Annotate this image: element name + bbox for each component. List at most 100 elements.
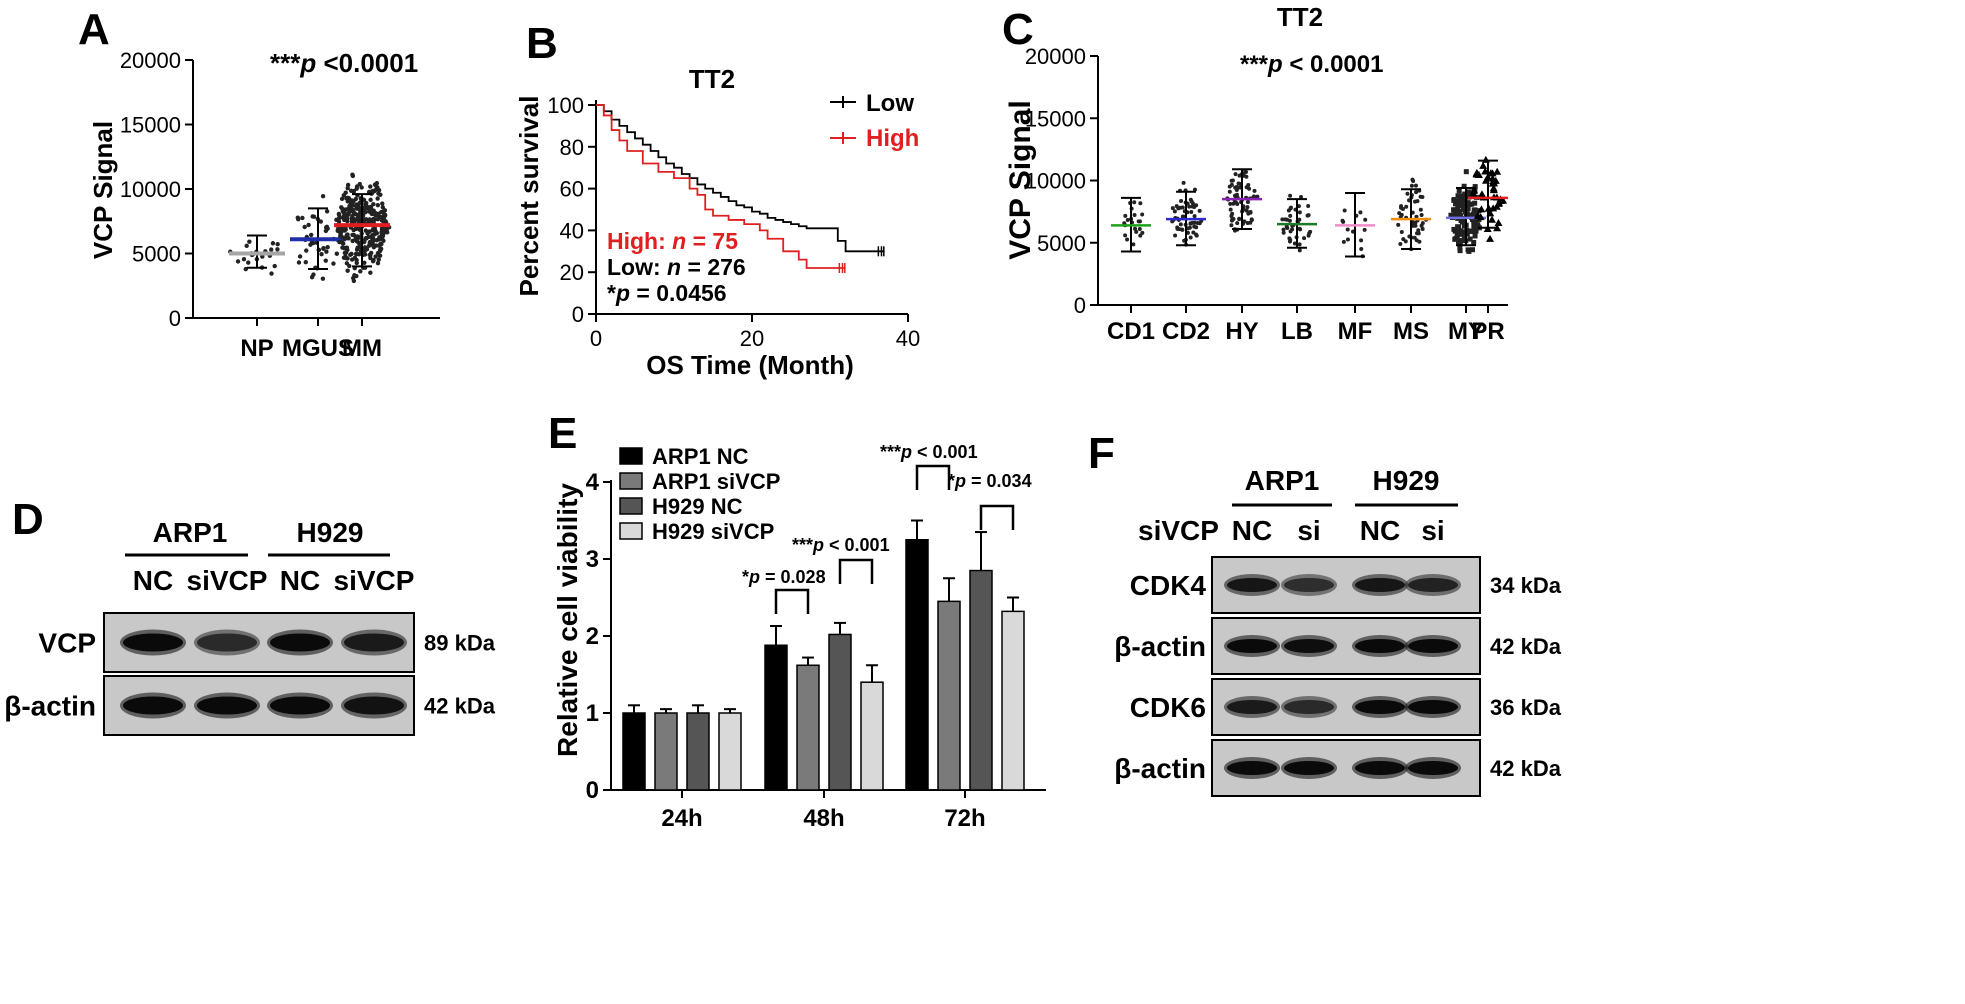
significance-bracket — [915, 464, 951, 490]
data-point — [368, 197, 373, 203]
data-point — [1231, 216, 1236, 221]
data-point — [1297, 217, 1302, 222]
bar — [622, 712, 646, 791]
data-point — [345, 186, 350, 191]
blot-band — [1408, 639, 1458, 653]
data-point — [1245, 199, 1250, 204]
data-point — [1492, 202, 1501, 210]
blot-f-sivcp-label: siVCP — [1138, 515, 1219, 546]
data-point — [345, 182, 351, 188]
legend-label: H929 siVCP — [652, 519, 774, 544]
data-point — [1246, 182, 1251, 187]
data-point — [321, 246, 326, 251]
data-point — [319, 252, 324, 257]
data-point — [370, 188, 375, 194]
data-point — [368, 204, 374, 210]
data-point — [1194, 203, 1199, 208]
data-point — [244, 243, 249, 249]
bar — [860, 681, 884, 791]
data-point — [342, 250, 348, 256]
data-point — [1469, 201, 1475, 207]
data-point — [1448, 212, 1454, 218]
data-point — [358, 269, 363, 274]
data-point — [1451, 197, 1457, 203]
data-point — [362, 260, 367, 266]
data-point — [300, 215, 305, 221]
data-point — [1411, 178, 1416, 183]
data-point — [1170, 219, 1175, 224]
data-point — [275, 242, 280, 247]
blot-row-label: CDK6 — [1130, 692, 1206, 723]
data-point — [1286, 208, 1291, 213]
data-point — [1308, 229, 1313, 234]
blot-row-label: β-actin — [1114, 753, 1206, 784]
data-point — [343, 207, 348, 212]
data-point — [1172, 209, 1177, 214]
data-point — [246, 260, 251, 265]
data-point — [380, 205, 385, 210]
lane-label: NC — [1360, 515, 1400, 546]
data-point — [355, 246, 360, 252]
data-point — [372, 210, 377, 215]
xtick-label: 40 — [896, 326, 920, 351]
data-point — [241, 257, 247, 262]
data-point — [1477, 190, 1486, 198]
data-point — [1288, 205, 1293, 210]
data-point — [341, 255, 347, 260]
data-point — [377, 237, 382, 242]
data-point — [1125, 217, 1130, 222]
legend-high: High — [866, 125, 919, 152]
blot-band — [1408, 761, 1458, 775]
data-point — [275, 247, 280, 252]
panel-label-e: E — [548, 409, 577, 458]
data-point — [343, 245, 348, 251]
ytick-label: 20 — [560, 260, 584, 285]
data-point — [1419, 213, 1424, 218]
blot-f-group-arp1: ARP1 — [1245, 465, 1320, 496]
panel-f: F ARP1 H929 siVCP NC si NC si CDK4 34 kDa β-a… — [1088, 429, 1562, 797]
data-point — [1255, 194, 1260, 199]
data-point — [1420, 226, 1425, 231]
panel-label-a: A — [78, 5, 110, 54]
lane-label: siVCP — [334, 565, 415, 596]
data-point — [1132, 213, 1137, 218]
data-point — [1288, 237, 1293, 242]
data-point — [1455, 206, 1461, 212]
panel-c-annotation: ***p < 0.0001 — [1240, 51, 1383, 78]
data-point — [1297, 210, 1302, 215]
data-point — [1292, 241, 1297, 246]
data-point — [1405, 191, 1410, 196]
data-point — [1299, 195, 1304, 200]
molecular-weight: 36 kDa — [1490, 695, 1562, 720]
data-point — [378, 248, 383, 253]
lane-label: NC — [280, 565, 320, 596]
data-point — [1297, 226, 1302, 231]
data-point — [337, 239, 342, 245]
data-point — [1413, 183, 1418, 188]
data-point — [336, 211, 342, 217]
data-point — [1471, 223, 1477, 229]
data-point — [1136, 219, 1141, 224]
molecular-weight: 34 kDa — [1490, 573, 1562, 598]
data-point — [1192, 187, 1197, 192]
data-point — [1181, 180, 1186, 185]
blot-band — [197, 633, 257, 652]
blot-band — [123, 633, 183, 652]
data-point — [354, 273, 359, 279]
data-point — [1297, 248, 1302, 253]
blot-band — [344, 633, 404, 652]
data-point — [1288, 193, 1293, 198]
data-point — [357, 200, 362, 206]
blot-row-label: CDK4 — [1130, 570, 1207, 601]
blot-band — [1355, 761, 1405, 775]
category-label: LB — [1281, 318, 1313, 345]
legend-label: ARP1 NC — [652, 444, 749, 469]
bar — [764, 644, 788, 791]
data-point — [1452, 211, 1458, 217]
data-point — [357, 227, 363, 233]
data-point — [334, 251, 340, 256]
molecular-weight: 89 kDa — [424, 631, 496, 656]
panel-b-xlabel: OS Time (Month) — [646, 350, 854, 380]
bar — [905, 539, 929, 791]
